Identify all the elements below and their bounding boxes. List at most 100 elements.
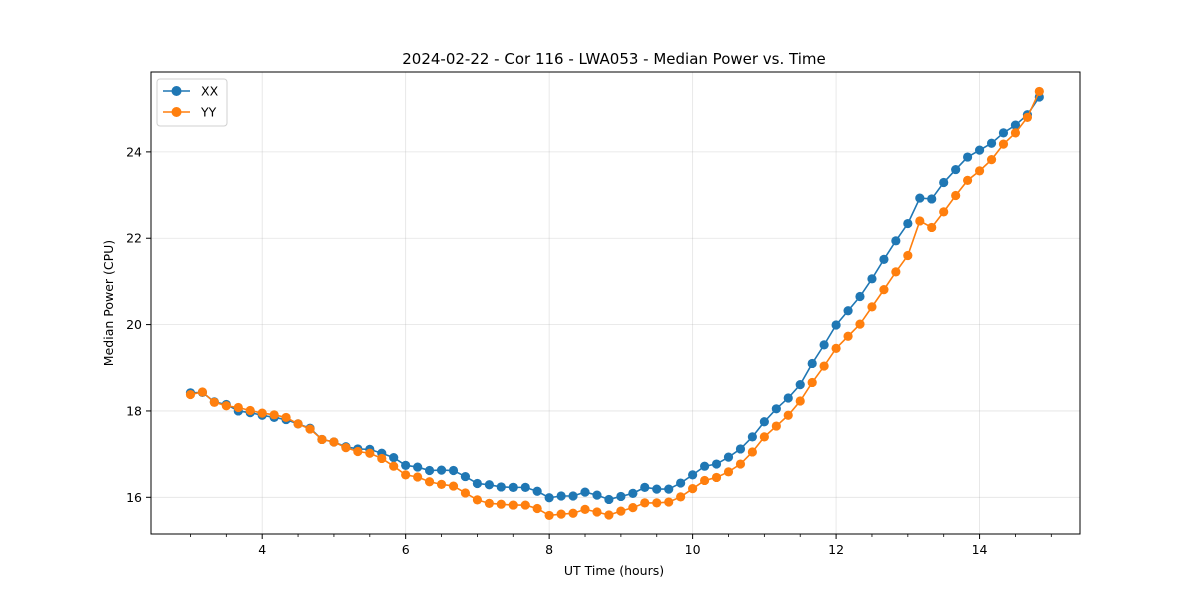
- series-yy-point: [843, 331, 853, 341]
- series-yy-point: [1022, 112, 1033, 122]
- series-yy-point: [747, 447, 757, 457]
- series-yy-point: [448, 481, 459, 491]
- series-yy-point: [532, 503, 542, 514]
- series-yy-point: [711, 472, 722, 483]
- series-yy-point: [1010, 128, 1021, 138]
- series-yy-point: [688, 484, 698, 494]
- series-xx-point: [819, 340, 829, 350]
- series-yy-point: [723, 467, 734, 477]
- series-yy-point: [1034, 86, 1044, 97]
- series-yy-point: [807, 377, 817, 388]
- series-yy-point: [556, 509, 566, 519]
- series-yy-point: [664, 497, 674, 507]
- series-yy-point: [795, 396, 805, 406]
- series-xx-point: [520, 482, 530, 492]
- series-yy-point: [962, 175, 973, 185]
- series-xx-point: [532, 486, 542, 496]
- series-xx-point: [735, 444, 746, 454]
- series-xx-point: [413, 462, 423, 472]
- series-yy-point: [759, 432, 769, 442]
- series-xx-point: [915, 193, 925, 203]
- series-yy-point: [879, 285, 889, 295]
- series-yy-point: [867, 302, 877, 312]
- series-xx-point: [723, 452, 734, 462]
- series-yy-point: [974, 166, 985, 176]
- series-yy-point: [700, 475, 710, 486]
- series-xx-point: [867, 274, 877, 284]
- series-yy-point: [197, 387, 208, 397]
- series-yy-point: [580, 504, 590, 514]
- series-xx-point: [652, 484, 662, 494]
- series-yy-point: [652, 498, 662, 508]
- series-yy-point: [628, 503, 638, 513]
- series-xx-point: [616, 491, 626, 502]
- series-xx-point: [986, 138, 997, 148]
- series-yy-point: [269, 410, 279, 420]
- series-yy-point: [209, 397, 219, 407]
- series-yy-point: [317, 434, 327, 445]
- series-yy-point: [305, 424, 315, 434]
- series-xx-point: [951, 164, 961, 175]
- series-xx-point: [484, 480, 494, 490]
- series-xx-point: [628, 488, 638, 499]
- series-xx-point: [389, 452, 399, 463]
- series-yy-point: [436, 479, 447, 489]
- series-yy-point: [389, 461, 399, 471]
- series-xx-point: [676, 478, 686, 488]
- series-yy-point: [676, 492, 686, 502]
- series-yy-point: [939, 207, 949, 217]
- series-yy-point: [233, 402, 243, 413]
- series-yy-point: [783, 410, 793, 420]
- y-tick-label: 22: [126, 231, 142, 246]
- series-xx-point: [831, 320, 841, 330]
- legend-xx-marker: [171, 86, 182, 96]
- y-tick-label: 18: [126, 403, 142, 418]
- series-yy-point: [424, 477, 435, 487]
- series-yy-point: [915, 216, 925, 226]
- series-yy: [185, 86, 1044, 521]
- series-yy-point: [819, 361, 829, 371]
- series-yy-point: [903, 250, 913, 261]
- x-tick-label: 8: [545, 542, 553, 557]
- series-yy-point: [484, 498, 494, 508]
- series-yy-point: [640, 498, 650, 508]
- series-yy-point: [604, 510, 614, 520]
- series-yy-point: [413, 472, 423, 482]
- series-yy-point: [986, 155, 997, 165]
- series-layer: [185, 86, 1044, 521]
- series-yy-point: [401, 470, 411, 480]
- series-xx-point: [843, 306, 853, 316]
- series-yy-point: [568, 508, 578, 518]
- x-tick-label: 14: [972, 542, 988, 557]
- series-yy-point: [616, 506, 626, 516]
- series-xx-point: [664, 484, 674, 494]
- series-xx-point: [472, 478, 483, 489]
- x-tick-label: 4: [258, 542, 266, 557]
- series-yy-point: [592, 507, 602, 517]
- series-yy-point: [998, 139, 1009, 149]
- series-xx-point: [508, 482, 518, 492]
- series-xx-point: [580, 487, 590, 497]
- series-xx-point: [556, 491, 566, 501]
- series-yy-point: [891, 267, 901, 277]
- x-tick-label: 12: [828, 542, 844, 557]
- series-xx-point: [927, 194, 937, 204]
- series-yy-point: [257, 408, 267, 418]
- series-xx-point: [974, 145, 985, 155]
- series-xx-point: [700, 461, 710, 471]
- series-xx-point: [795, 380, 805, 390]
- series-yy-line: [190, 91, 1041, 517]
- x-tick-label: 10: [685, 542, 701, 557]
- series-yy-point: [771, 421, 781, 431]
- series-xx-point: [568, 491, 578, 501]
- legend-yy-marker: [171, 107, 182, 117]
- series-yy-point: [221, 401, 231, 411]
- series-xx-point: [891, 236, 901, 246]
- series-yy-point: [472, 495, 483, 505]
- legend-xx-label: XX: [201, 84, 219, 99]
- series-yy-point: [329, 437, 339, 447]
- series-yy-point: [341, 443, 351, 453]
- series-yy-point: [365, 448, 375, 458]
- series-xx-point: [688, 470, 698, 480]
- series-yy-point: [544, 510, 554, 521]
